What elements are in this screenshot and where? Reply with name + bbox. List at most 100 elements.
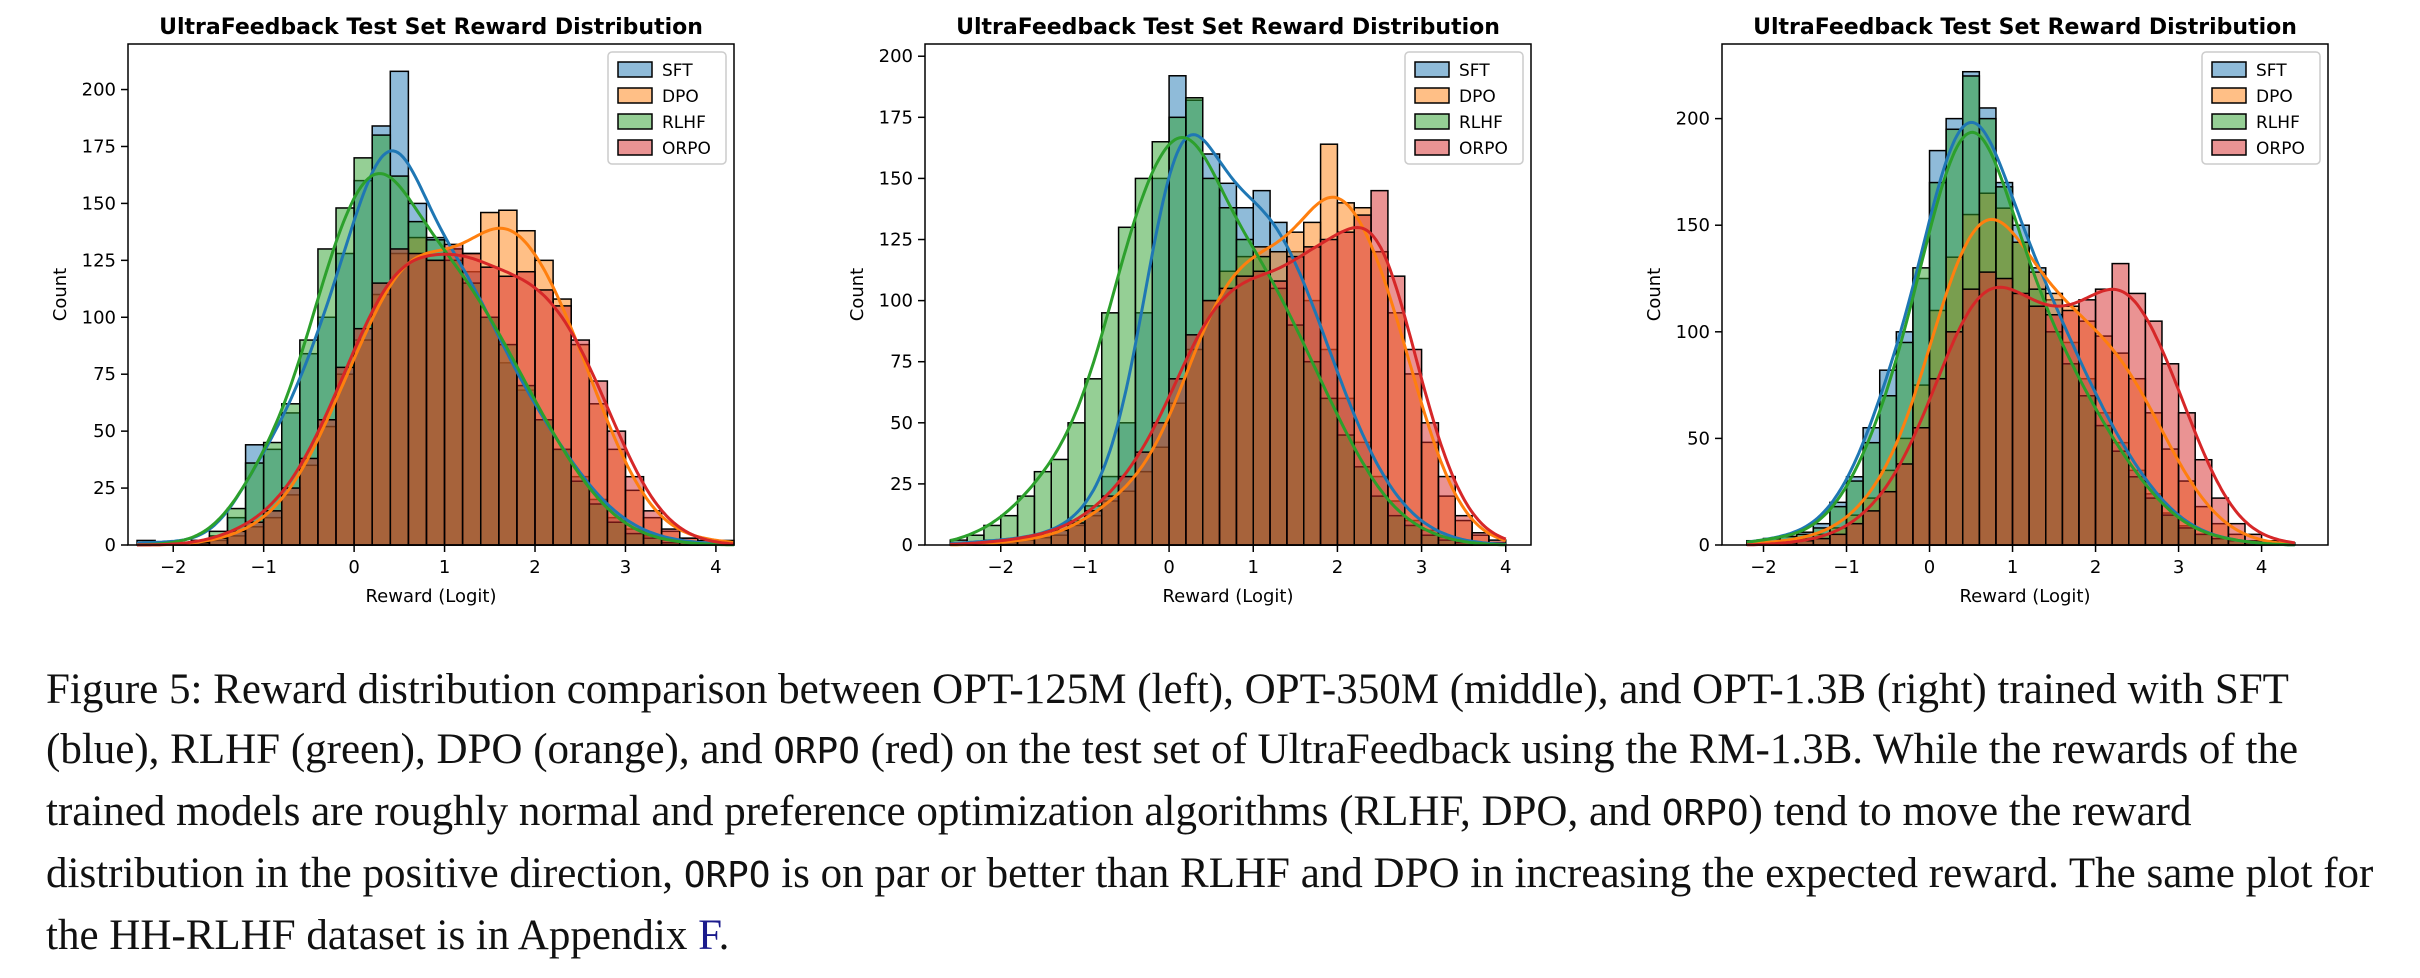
x-tick-label: 0: [1163, 557, 1174, 578]
y-tick-label: 25: [890, 474, 913, 495]
x-tick-label: 2: [2090, 557, 2101, 578]
legend-label-sft: SFT: [1459, 61, 1490, 81]
caption-orpo-2: ORPO: [1661, 793, 1749, 834]
y-tick-label: 100: [1676, 322, 1710, 343]
bar-orpo: [2078, 299, 2097, 546]
x-axis-label: Reward (Logit): [365, 586, 496, 607]
y-tick-label: 150: [82, 193, 116, 214]
legend-box: [2201, 51, 2321, 165]
x-tick-label: 4: [710, 557, 721, 578]
chart-title: UltraFeedback Test Set Reward Distributi…: [956, 15, 1500, 40]
x-tick-label: −2: [987, 557, 1014, 578]
bar-orpo: [1353, 214, 1372, 546]
bar-orpo: [2094, 288, 2113, 546]
legend-label-rlhf: RLHF: [2256, 113, 2300, 133]
legend-label-sft: SFT: [662, 61, 693, 81]
bar-orpo: [1878, 490, 1898, 546]
legend-label-rlhf: RLHF: [662, 113, 706, 133]
x-tick-label: −1: [250, 557, 277, 578]
plot-frame: [1721, 43, 2329, 546]
bar-orpo: [1912, 426, 1931, 546]
figure-caption: Figure 5: Reward distribution comparison…: [46, 660, 2386, 966]
caption-text-3: ) tend to move the reward distribution i…: [46, 788, 2192, 897]
legend-label-rlhf: RLHF: [1459, 113, 1503, 133]
bar-orpo: [1978, 271, 1997, 546]
bar-orpo: [1252, 270, 1271, 546]
bar-orpo: [299, 457, 319, 546]
chart-title: UltraFeedback Test Set Reward Distributi…: [159, 15, 703, 40]
bar-orpo: [1812, 537, 1831, 546]
y-tick-label: 150: [879, 168, 913, 189]
x-tick-label: 1: [1248, 557, 1259, 578]
legend-label-dpo: DPO: [662, 87, 699, 107]
x-tick-label: 2: [529, 557, 540, 578]
x-tick-label: 2: [1332, 557, 1343, 578]
bar-orpo: [2144, 320, 2163, 546]
chart-panel-2: UltraFeedback Test Set Reward Distributi…: [847, 15, 1532, 607]
bar-orpo: [1895, 463, 1914, 546]
y-tick-label: 200: [879, 46, 913, 67]
bar-orpo: [1202, 299, 1221, 546]
y-tick-label: 0: [1699, 535, 1710, 556]
bar-orpo: [606, 430, 627, 546]
y-tick-label: 0: [902, 535, 913, 556]
bar-orpo: [407, 252, 428, 546]
legend-swatch-orpo: [2211, 139, 2247, 156]
legend-swatch-dpo: [1414, 87, 1450, 104]
bar-orpo: [1995, 277, 2014, 546]
bar-orpo: [1218, 287, 1238, 546]
caption-text-5: .: [718, 912, 730, 959]
legend-swatch-dpo: [617, 87, 653, 104]
plot-frame: [127, 43, 735, 546]
appendix-link[interactable]: F: [698, 912, 719, 959]
x-axis-label: Reward (Logit): [1162, 586, 1293, 607]
legend-swatch-rlhf: [1414, 113, 1450, 130]
x-tick-label: −1: [1072, 557, 1099, 578]
figure-charts: UltraFeedback Test Set Reward Distributi…: [50, 15, 2329, 607]
y-axis-label: Count: [847, 268, 868, 321]
x-tick-label: −1: [1833, 557, 1860, 578]
bar-orpo: [2045, 314, 2064, 546]
y-tick-label: 150: [1676, 215, 1710, 236]
legend-label-dpo: DPO: [1459, 87, 1496, 107]
legend-swatch-orpo: [1414, 139, 1450, 156]
kde-line-rlhf: [136, 172, 734, 547]
x-axis-label: Reward (Logit): [1959, 586, 2090, 607]
y-tick-label: 50: [1687, 428, 1710, 449]
kde-line-rlhf: [949, 135, 1506, 547]
bar-orpo: [516, 270, 536, 546]
bar-orpo: [1829, 533, 1848, 546]
bar-orpo: [371, 282, 392, 546]
y-tick-label: 0: [105, 535, 116, 556]
y-tick-label: 175: [82, 136, 116, 157]
bar-orpo: [2011, 292, 2030, 546]
x-tick-label: 4: [2256, 557, 2267, 578]
legend-label-orpo: ORPO: [1459, 139, 1508, 159]
caption-text-1: Figure 5: Reward distribution comparison…: [46, 666, 2289, 773]
legend-box: [1404, 51, 1524, 165]
legend: SFT DPO RLHF ORPO: [1404, 51, 1524, 165]
bar-orpo: [1928, 377, 1947, 546]
bar-orpo: [443, 243, 464, 546]
chart-panel-1: UltraFeedback Test Set Reward Distributi…: [50, 15, 735, 607]
y-tick-label: 50: [93, 421, 116, 442]
legend-swatch-orpo: [617, 139, 653, 156]
y-tick-label: 25: [93, 478, 116, 499]
bar-orpo: [2128, 292, 2147, 546]
bar-orpo: [1269, 280, 1288, 546]
y-tick-label: 200: [1676, 109, 1710, 130]
caption-text-4: is on par or better than RLHF and DPO in…: [46, 850, 2374, 959]
bar-orpo: [588, 380, 609, 546]
bar-orpo: [498, 275, 518, 546]
legend-label-dpo: DPO: [2256, 87, 2293, 107]
y-tick-label: 75: [890, 352, 913, 373]
kde-line-orpo: [950, 225, 1507, 546]
bar-orpo: [1151, 422, 1170, 546]
bar-orpo: [353, 327, 373, 546]
bar-orpo: [317, 419, 337, 546]
bar-orpo: [1286, 255, 1305, 546]
bar-orpo: [425, 259, 446, 546]
x-tick-label: −2: [1750, 557, 1777, 578]
plot-frame: [924, 43, 1532, 546]
y-tick-label: 125: [879, 230, 913, 251]
